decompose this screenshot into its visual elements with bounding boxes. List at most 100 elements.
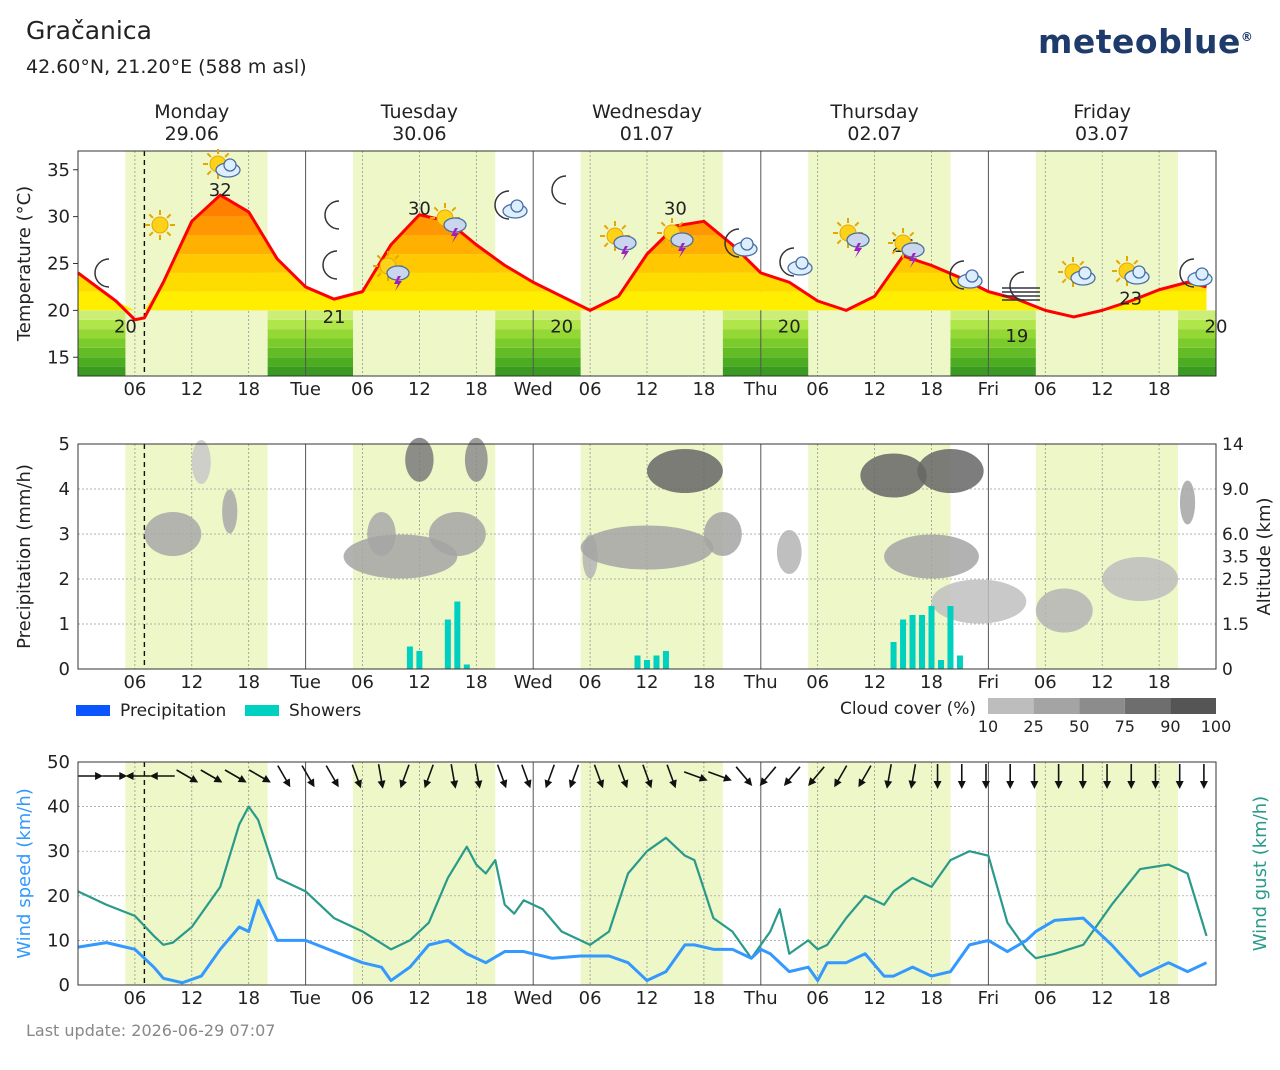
logo-text: meteoblue (1038, 22, 1241, 61)
cloud-cover-area (917, 449, 984, 493)
location-name: Gračanica (26, 16, 152, 45)
arrow-head (331, 778, 339, 788)
moon-shape (779, 247, 795, 277)
cloud-cover-area (191, 440, 211, 484)
wind-direction-arrow (666, 764, 677, 789)
precip-legend-swatch (76, 705, 110, 716)
sun-ray (836, 239, 842, 245)
wind-direction-arrow (1078, 764, 1087, 789)
arrow-head (669, 779, 677, 789)
wind-direction-arrow (981, 764, 990, 789)
moon-icon (322, 250, 338, 280)
shower-bar (416, 651, 423, 669)
wind-direction-arrow (277, 765, 291, 788)
moon-shape (494, 190, 510, 220)
cloud-puff (510, 199, 524, 213)
daylight-band (580, 762, 723, 985)
wind-direction-arrow (683, 771, 708, 782)
day-date-1: 30.06 (392, 123, 446, 145)
day-date-2: 01.07 (620, 123, 674, 145)
x-tick-label: 06 (579, 379, 602, 400)
cloud-puff (1195, 267, 1209, 281)
last-update: Last update: 2026-06-29 07:07 (26, 1021, 276, 1040)
altitude-y-tick-label: 9.0 (1222, 480, 1249, 500)
sun-ray (433, 206, 439, 212)
wind-direction-arrow (301, 765, 315, 788)
arrow-head (698, 773, 708, 782)
sun-thunder-icon (430, 203, 467, 243)
cloud-legend-swatch (1033, 698, 1080, 714)
wind-direction-arrow (593, 764, 605, 789)
shower-bar (947, 606, 954, 669)
arrow-head (399, 779, 407, 789)
moon-shape (1179, 258, 1195, 288)
x-tick-label: Wed (514, 672, 553, 693)
day-name-1: Tuesday (380, 101, 458, 123)
wind-direction-arrow (200, 769, 223, 783)
x-tick-label: 12 (408, 379, 431, 400)
shower-bar (444, 619, 451, 669)
sun-ray (1079, 260, 1085, 266)
wind-direction-arrow (125, 772, 151, 781)
sun-ray (376, 254, 382, 260)
meteoblue-logo[interactable]: meteoblue® (1038, 22, 1254, 61)
x-tick-label: 18 (237, 672, 260, 693)
x-tick-label: 12 (1091, 379, 1114, 400)
cloud-legend-swatch (988, 698, 1034, 714)
cloud-cover-area (776, 530, 802, 574)
cloud-puff (1078, 266, 1092, 280)
altitude-y-tick-label: 2.5 (1222, 570, 1249, 590)
cloud-cover-area (1179, 480, 1196, 525)
wind-direction-arrow (351, 764, 362, 789)
x-tick-label: 12 (636, 672, 659, 693)
sun-thunder-icon (373, 251, 410, 291)
cloud-cover-area (647, 449, 723, 493)
arrow-head (957, 781, 966, 789)
moon-cloud-icon (779, 247, 813, 277)
daylight-band (125, 444, 268, 669)
arrow-head (499, 779, 508, 789)
sun-ray (1115, 277, 1121, 283)
temperature-warm-band (78, 291, 1207, 311)
daylight-band (353, 762, 496, 985)
sun-ray (909, 231, 915, 237)
cloud-legend-value: 10 (978, 717, 998, 736)
wind-direction-arrow (884, 764, 893, 789)
arrow-head (544, 779, 553, 789)
wind-direction-arrow (474, 764, 483, 789)
arrow-head (282, 778, 291, 788)
precip-legend-label: Precipitation (120, 701, 226, 721)
x-tick-label: 18 (692, 379, 715, 400)
x-tick-label: 06 (351, 988, 374, 1009)
x-tick-label: 18 (692, 988, 715, 1009)
cloud-legend-value: 25 (1023, 717, 1043, 736)
wind-direction-arrow (933, 764, 942, 789)
wind-direction-arrow (617, 764, 629, 789)
cloud-legend-value: 90 (1160, 717, 1180, 736)
arrow-head (119, 772, 128, 781)
moon-cloud-icon (494, 190, 528, 220)
sun-ray (451, 206, 457, 212)
panel-border (77, 443, 1217, 670)
fog-moon-icon (1002, 271, 1040, 301)
shower-bar (662, 651, 669, 669)
arrow-head (884, 780, 893, 789)
cloud-sun-icon (1058, 257, 1096, 287)
x-tick-label: 06 (1034, 379, 1057, 400)
cloud-cover-area (931, 579, 1027, 624)
sun-ray (621, 224, 627, 230)
x-tick-label: 12 (180, 672, 203, 693)
wind-speed-line (77, 898, 1208, 985)
sun-ray (836, 221, 842, 227)
lightning-bolt (451, 228, 459, 243)
sun-ray (376, 272, 382, 278)
moon-cloud-icon (949, 260, 983, 290)
cloud-legend-title: Cloud cover (%) (840, 699, 976, 719)
x-tick-label: 12 (408, 672, 431, 693)
wind-direction-arrow (783, 766, 801, 786)
temperature-label: 30 (408, 199, 431, 220)
precip-y-tick-label: 2 (59, 569, 70, 590)
arrow-head (981, 781, 990, 789)
day-name-0: Monday (154, 101, 229, 123)
